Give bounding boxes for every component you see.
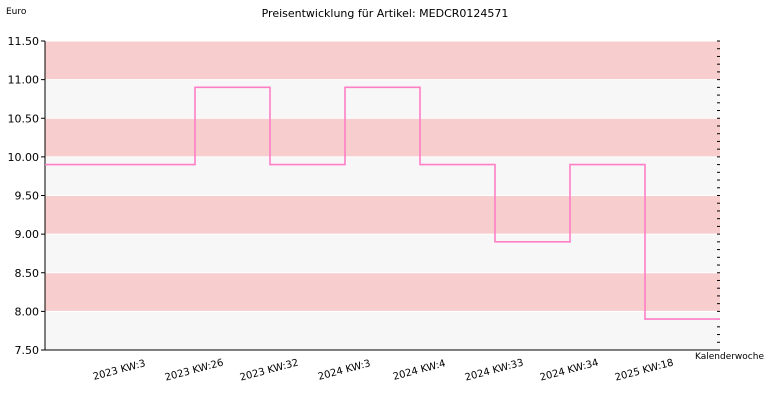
- y-tick-label: 10.50: [8, 112, 40, 125]
- background-band: [45, 234, 720, 273]
- background-band: [45, 195, 720, 235]
- y-axis-label: Euro: [6, 7, 27, 17]
- x-axis-ticks: 2023 KW:3 2023 KW:26 2023 KW:32 2024 KW:3 20…: [92, 357, 675, 383]
- background-band: [45, 41, 720, 80]
- x-tick-label: 2024 KW:33: [464, 357, 525, 383]
- x-tick-label: 2024 KW:34: [539, 357, 600, 383]
- x-tick-label: 2024 KW:3: [317, 358, 372, 383]
- background-band: [45, 118, 720, 157]
- y-axis-ticks: 7.50 8.00 8.50 9.00 9.50 10.00 10.50 11.00 11.50: [8, 35, 45, 357]
- x-axis-label: Kalenderwoche: [695, 352, 764, 362]
- y-tick-label: 9.50: [15, 190, 40, 203]
- x-tick-label: 2023 KW:26: [164, 357, 225, 383]
- x-tick-label: 2024 KW:4: [392, 358, 447, 383]
- x-tick-label: 2023 KW:3: [92, 358, 147, 383]
- y-tick-label: 8.50: [15, 267, 40, 280]
- y-tick-label: 10.00: [8, 151, 40, 164]
- x-tick-label: 2025 KW:18: [614, 357, 675, 383]
- background-band: [45, 156, 720, 196]
- series-layer: [45, 86, 720, 320]
- y-tick-label: 7.50: [15, 344, 40, 357]
- y-tick-label: 8.00: [15, 305, 40, 318]
- background-band: [45, 311, 720, 350]
- y-tick-label: 9.00: [15, 228, 40, 241]
- chart-title: Preisentwicklung für Artikel: MEDCR01245…: [262, 7, 509, 20]
- background-band: [45, 79, 720, 119]
- background-bands: [45, 41, 720, 350]
- price-series-line: [45, 86, 720, 320]
- x-tick-label: 2023 KW:32: [239, 357, 300, 383]
- y-tick-label: 11.00: [8, 74, 40, 87]
- y-tick-label: 11.50: [8, 35, 40, 48]
- background-band: [45, 272, 720, 312]
